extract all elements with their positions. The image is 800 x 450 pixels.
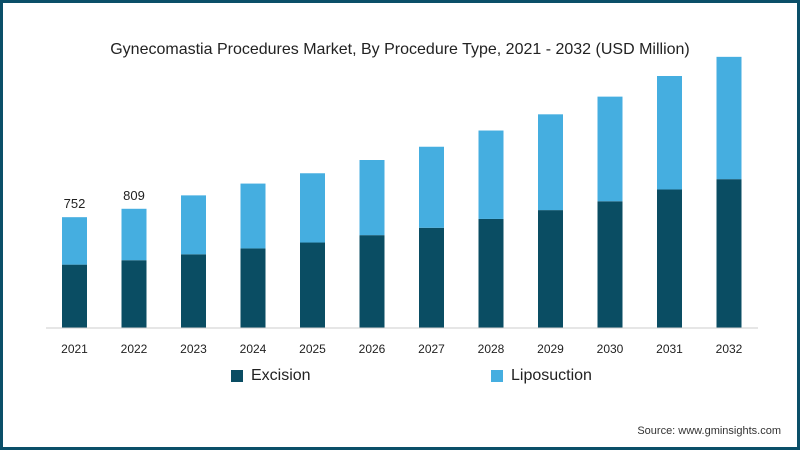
bar-excision-2024: [240, 248, 266, 328]
bar-excision-2028: [478, 218, 504, 328]
x-tick-label-2032: 2032: [716, 342, 743, 356]
chart-title: Gynecomastia Procedures Market, By Proce…: [110, 41, 690, 58]
x-tick-label-2027: 2027: [418, 342, 445, 356]
bar-liposuction-2031: [657, 76, 682, 190]
bar-liposuction-2022: [121, 208, 147, 261]
legend-swatch-excision: [231, 370, 243, 382]
bar-liposuction-2030: [597, 96, 623, 202]
x-tick-label-2026: 2026: [359, 342, 386, 356]
total-label-2022: 809: [123, 188, 145, 203]
bar-excision-2022: [121, 260, 147, 328]
bar-liposuction-2029: [538, 114, 563, 211]
legend-label-liposuction: Liposuction: [511, 367, 592, 384]
x-tick-label-2028: 2028: [478, 342, 505, 356]
bar-excision-2031: [657, 189, 682, 328]
legend-swatch-liposuction: [491, 370, 503, 382]
bar-excision-2021: [62, 264, 87, 328]
bar-liposuction-2024: [240, 183, 266, 249]
legend-item-excision: Excision: [231, 367, 311, 385]
bar-liposuction-2028: [478, 130, 504, 219]
x-tick-label-2022: 2022: [121, 342, 148, 356]
x-tick-label-2031: 2031: [656, 342, 683, 356]
legend-label-excision: Excision: [251, 367, 311, 384]
bar-liposuction-2032: [716, 56, 742, 180]
bar-liposuction-2026: [359, 160, 385, 236]
bar-excision-2032: [716, 179, 742, 328]
x-tick-label-2029: 2029: [537, 342, 564, 356]
total-label-2021: 752: [64, 196, 86, 211]
bar-excision-2025: [300, 242, 325, 328]
x-tick-label-2030: 2030: [597, 342, 624, 356]
bar-excision-2029: [538, 210, 563, 328]
bar-liposuction-2027: [419, 146, 444, 228]
bar-liposuction-2025: [300, 173, 325, 243]
source-note: Source: www.gminsights.com: [637, 425, 781, 437]
bar-excision-2030: [597, 201, 623, 328]
x-tick-label-2024: 2024: [240, 342, 267, 356]
bar-liposuction-2023: [181, 195, 206, 255]
x-tick-label-2021: 2021: [61, 342, 88, 356]
x-tick-label-2025: 2025: [299, 342, 326, 356]
bar-excision-2023: [181, 254, 206, 328]
bar-liposuction-2021: [62, 217, 87, 265]
bar-excision-2027: [419, 227, 444, 328]
stacked-bar-chart: 2021 2022 2023 2024 2025 2026 2027 2028 2029 2030…: [46, 56, 758, 356]
legend-item-liposuction: Liposuction: [491, 367, 592, 385]
x-tick-label-2023: 2023: [180, 342, 207, 356]
bar-excision-2026: [359, 235, 385, 328]
